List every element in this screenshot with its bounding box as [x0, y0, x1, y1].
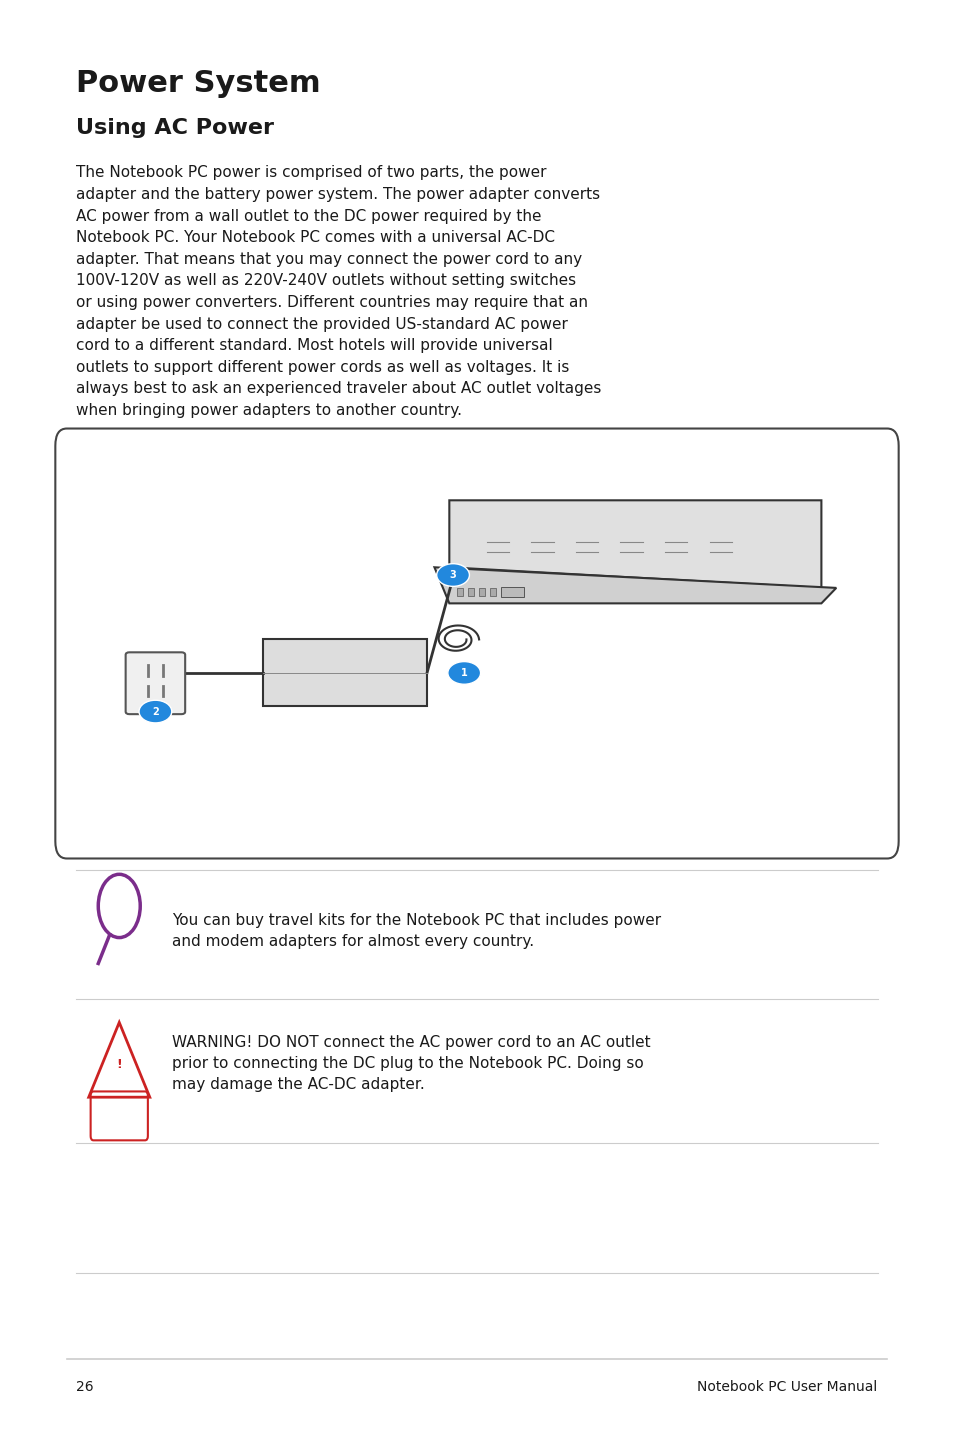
Circle shape: [436, 564, 469, 587]
Text: Notebook PC User Manual: Notebook PC User Manual: [697, 1380, 877, 1395]
Circle shape: [444, 569, 461, 581]
Bar: [478, 588, 484, 595]
Text: Power System: Power System: [76, 69, 320, 98]
Polygon shape: [434, 568, 836, 604]
Bar: [456, 588, 462, 595]
Text: 1: 1: [460, 667, 467, 677]
Bar: [263, 640, 427, 706]
Text: You can buy travel kits for the Notebook PC that includes power
and modem adapte: You can buy travel kits for the Notebook…: [172, 913, 660, 949]
Text: The Notebook PC power is comprised of two parts, the power
adapter and the batte: The Notebook PC power is comprised of tw…: [76, 165, 601, 418]
Bar: [490, 588, 496, 595]
Text: Using AC Power: Using AC Power: [76, 118, 274, 138]
Circle shape: [447, 661, 480, 684]
Text: WARNING! DO NOT connect the AC power cord to an AC outlet
prior to connecting th: WARNING! DO NOT connect the AC power cor…: [172, 1035, 650, 1093]
Text: 2: 2: [152, 706, 158, 716]
Text: 3: 3: [449, 569, 456, 580]
Circle shape: [139, 700, 172, 723]
Polygon shape: [449, 500, 821, 588]
Text: !: !: [116, 1057, 122, 1071]
Text: 26: 26: [76, 1380, 93, 1395]
Bar: [468, 588, 474, 595]
Bar: [501, 587, 523, 597]
FancyBboxPatch shape: [55, 429, 898, 858]
FancyBboxPatch shape: [126, 653, 185, 715]
